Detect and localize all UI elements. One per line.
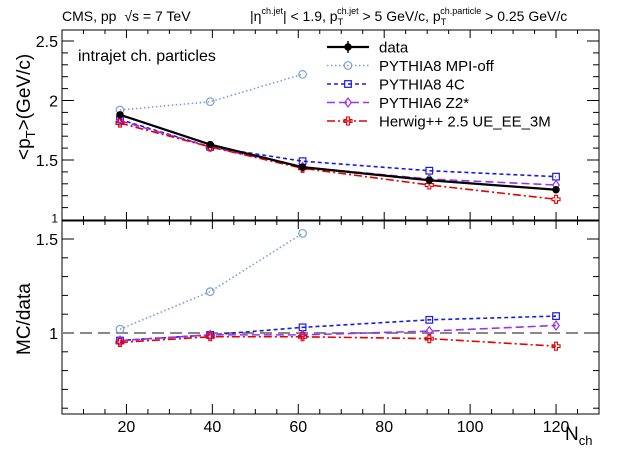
- legend-label-herwig-2-5-ue-ee-3m: Herwig++ 2.5 UE_EE_3M: [379, 114, 551, 131]
- x-tick-label: 100: [457, 419, 484, 436]
- legend-label-data: data: [379, 40, 409, 57]
- ratio-point-pythia6-z2: [552, 319, 560, 332]
- header-cuts: |ηch.jet| < 1.9, pTch.jet > 5 GeV/c, pTc…: [250, 6, 567, 27]
- ratio-line-pythia8-4c: [119, 315, 557, 342]
- point-herwig-2-5-ue-ee-3m: [551, 194, 561, 204]
- ratio-point-herwig-2-5-ue-ee-3m: [205, 332, 215, 342]
- ratio-point-herwig-2-5-ue-ee-3m: [298, 332, 308, 342]
- x-tick-label: 40: [203, 419, 221, 436]
- point-data: [298, 163, 307, 171]
- legend-marker-pythia8-4c: [344, 80, 352, 88]
- ratio-point-pythia6-z2: [116, 334, 124, 347]
- series-line-pythia8-4c: [119, 118, 557, 178]
- series-line-pythia6-z2: [119, 119, 557, 186]
- legend-marker-pythia6-z2: [344, 96, 352, 109]
- bottom-y-tick-label: 1: [49, 326, 58, 343]
- point-data: [552, 186, 560, 194]
- top-y-axis-title: <pT>(GeV/c): [14, 54, 38, 160]
- ratio-line-herwig-2-5-ue-ee-3m: [119, 335, 557, 347]
- ratio-point-pythia8-4c: [552, 312, 560, 320]
- top-panel-frame: [61, 29, 600, 221]
- annotation-text: intrajet ch. particles: [78, 48, 216, 65]
- ratio-point-herwig-2-5-ue-ee-3m: [424, 334, 434, 344]
- top-panel-series: [115, 69, 561, 204]
- ratio-line-pythia8-mpi-off: [119, 232, 304, 330]
- top-y-tick-label: 2.5: [36, 34, 58, 51]
- ratio-line-pythia6-z2: [119, 324, 557, 342]
- x-tick-label: 80: [375, 419, 393, 436]
- ratio-point-pythia6-z2: [206, 329, 215, 341]
- legend-marker-pythia8-mpi-off: [343, 61, 353, 70]
- point-herwig-2-5-ue-ee-3m: [115, 118, 125, 128]
- ratio-point-pythia6-z2: [298, 329, 307, 341]
- series-line-pythia8-mpi-off: [119, 73, 303, 111]
- point-pythia8-mpi-off: [298, 69, 307, 79]
- top-y-tick-label: 1: [51, 212, 58, 226]
- x-tick-label: 20: [118, 419, 136, 436]
- ratio-point-pythia6-z2: [425, 325, 434, 337]
- point-pythia8-mpi-off: [205, 97, 215, 107]
- point-data: [425, 176, 434, 184]
- ratio-point-herwig-2-5-ue-ee-3m: [115, 337, 125, 347]
- x-tick-label: 120: [543, 419, 570, 436]
- legend-label-pythia6-z2: PYTHIA6 Z2*: [379, 95, 469, 112]
- bottom-panel-series: [115, 228, 561, 351]
- x-axis-title: Nch: [565, 424, 592, 448]
- x-tick-label: 60: [289, 419, 307, 436]
- ratio-point-pythia8-4c: [425, 315, 434, 324]
- point-pythia6-z2: [116, 115, 124, 127]
- legend-label-pythia8-mpi-off: PYTHIA8 MPI-off: [379, 58, 495, 75]
- top-y-tick-label: 1.5: [36, 153, 58, 170]
- bottom-y-tick-label: 1.5: [36, 232, 58, 249]
- top-y-tick-label: 2: [49, 94, 58, 111]
- bottom-y-axis-title: MC/data: [14, 283, 35, 355]
- series-line-herwig-2-5-ue-ee-3m: [119, 122, 557, 201]
- ratio-point-herwig-2-5-ue-ee-3m: [551, 341, 561, 351]
- ratio-point-pythia8-mpi-off: [205, 287, 215, 297]
- legend-marker-herwig-2-5-ue-ee-3m: [343, 116, 353, 126]
- axis-ticks: 20 40 60 80 100 120 1.5 2 2.5 1 1 1.5: [36, 30, 600, 436]
- header-experiment: CMS, pp √s = 7 TeV: [62, 8, 191, 24]
- ratio-point-pythia8-mpi-off: [115, 324, 125, 334]
- point-data: [116, 111, 124, 119]
- legend-label-pythia8-4c: PYTHIA8 4C: [379, 77, 465, 94]
- bottom-panel-frame: [61, 220, 600, 415]
- point-data: [206, 140, 214, 149]
- legend-marker-data: [344, 43, 352, 51]
- ratio-point-pythia8-mpi-off: [298, 228, 307, 238]
